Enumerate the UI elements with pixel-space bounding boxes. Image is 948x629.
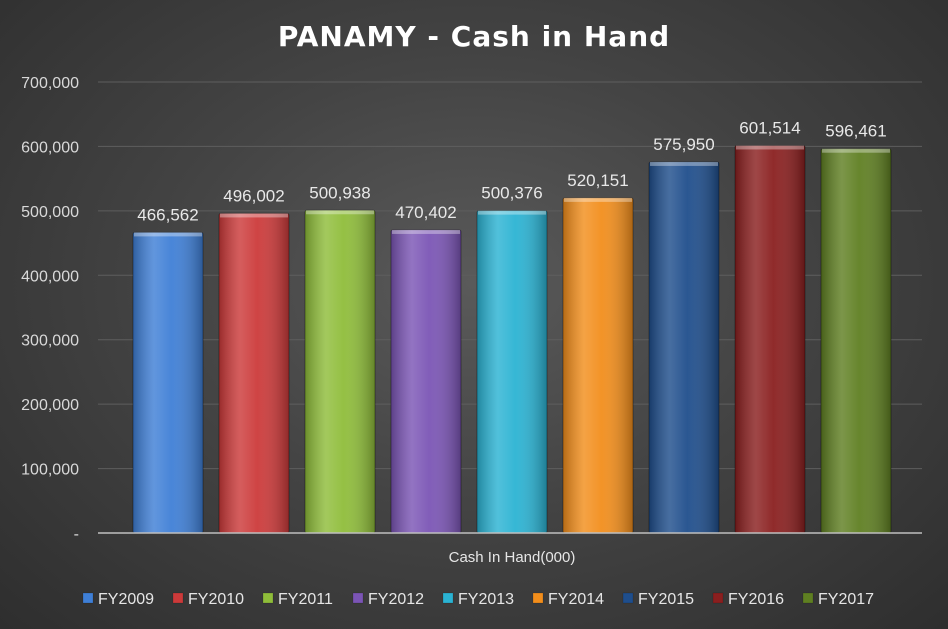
legend-item-fy2009: FY2009	[82, 591, 154, 608]
bar-shine	[391, 229, 461, 534]
legend-swatch	[172, 592, 184, 604]
legend-item-fy2017: FY2017	[802, 591, 874, 608]
y-tick-label: 200,000	[21, 397, 79, 414]
bar-fy2013	[476, 210, 548, 534]
y-tick-label: 300,000	[21, 333, 79, 350]
y-tick-label: 400,000	[21, 268, 79, 285]
legend-item-fy2011: FY2011	[262, 591, 333, 608]
bar-shine	[219, 213, 289, 534]
bar-cap	[650, 161, 718, 166]
bar-fy2012	[390, 229, 462, 534]
bar-shine	[563, 197, 633, 533]
legend-swatch	[442, 592, 454, 604]
legend-swatch	[262, 592, 274, 604]
bar-fy2009	[132, 231, 204, 534]
data-labels: 466,562 496,002 500,938 470,402 500,376 520,1…	[137, 118, 886, 224]
legend-item-fy2016: FY2016	[712, 591, 784, 608]
bar-fy2017	[820, 148, 892, 534]
bar-cap	[392, 229, 460, 234]
data-label: 470,402	[395, 203, 456, 222]
bar-shine	[477, 210, 547, 533]
legend-label: FY2015	[638, 591, 694, 608]
legend-label: FY2013	[458, 591, 514, 608]
bar-shine	[821, 148, 891, 534]
legend-label: FY2012	[368, 591, 424, 608]
bar-cap	[736, 145, 804, 150]
bar-fy2014	[562, 197, 634, 534]
bar-cap	[306, 210, 374, 215]
legend-label: FY2011	[278, 591, 333, 608]
chart-title: PANAMY - Cash in Hand	[278, 20, 670, 53]
bar-cap	[134, 232, 202, 237]
data-label: 575,950	[653, 135, 714, 154]
y-axis-tick-labels: - 100,000 200,000 300,000 400,000 500,000 600,…	[21, 75, 79, 543]
bar-cap	[220, 213, 288, 218]
y-tick-label: 600,000	[21, 139, 79, 156]
bar-fy2010	[218, 212, 290, 534]
bar-cap	[478, 210, 546, 215]
data-label: 496,002	[223, 186, 284, 205]
bar-fy2011	[304, 209, 376, 534]
legend-swatch	[352, 592, 364, 604]
data-label: 601,514	[739, 118, 800, 137]
legend-item-fy2012: FY2012	[352, 591, 424, 608]
bar-fy2015	[648, 161, 720, 534]
bar-shine	[735, 145, 805, 533]
legend-label: FY2017	[818, 591, 874, 608]
bar-fy2016	[734, 144, 806, 534]
legend-label: FY2014	[548, 591, 604, 608]
legend: FY2009 FY2010 FY2011 FY2012 FY2013 FY2014 FY20…	[82, 591, 874, 608]
bars	[132, 144, 892, 534]
x-axis-label: Cash In Hand(000)	[449, 549, 576, 566]
data-label: 500,376	[481, 184, 542, 203]
y-tick-label: -	[74, 526, 79, 543]
data-label: 500,938	[309, 183, 370, 202]
legend-swatch	[712, 592, 724, 604]
bar-cap	[822, 148, 890, 153]
legend-label: FY2009	[98, 591, 154, 608]
bar-shine	[133, 232, 203, 534]
y-tick-label: 700,000	[21, 75, 79, 92]
legend-swatch	[802, 592, 814, 604]
legend-label: FY2010	[188, 591, 244, 608]
y-tick-label: 100,000	[21, 462, 79, 479]
legend-item-fy2014: FY2014	[532, 591, 604, 608]
legend-swatch	[622, 592, 634, 604]
bar-shine	[305, 210, 375, 533]
legend-item-fy2010: FY2010	[172, 591, 244, 608]
legend-item-fy2015: FY2015	[622, 591, 694, 608]
legend-item-fy2013: FY2013	[442, 591, 514, 608]
data-label: 466,562	[137, 205, 198, 224]
bar-shine	[649, 161, 719, 533]
y-tick-label: 500,000	[21, 204, 79, 221]
bar-cap	[564, 197, 632, 202]
legend-label: FY2016	[728, 591, 784, 608]
legend-swatch	[532, 592, 544, 604]
data-label: 596,461	[825, 122, 886, 141]
data-label: 520,151	[567, 171, 628, 190]
legend-swatch	[82, 592, 94, 604]
